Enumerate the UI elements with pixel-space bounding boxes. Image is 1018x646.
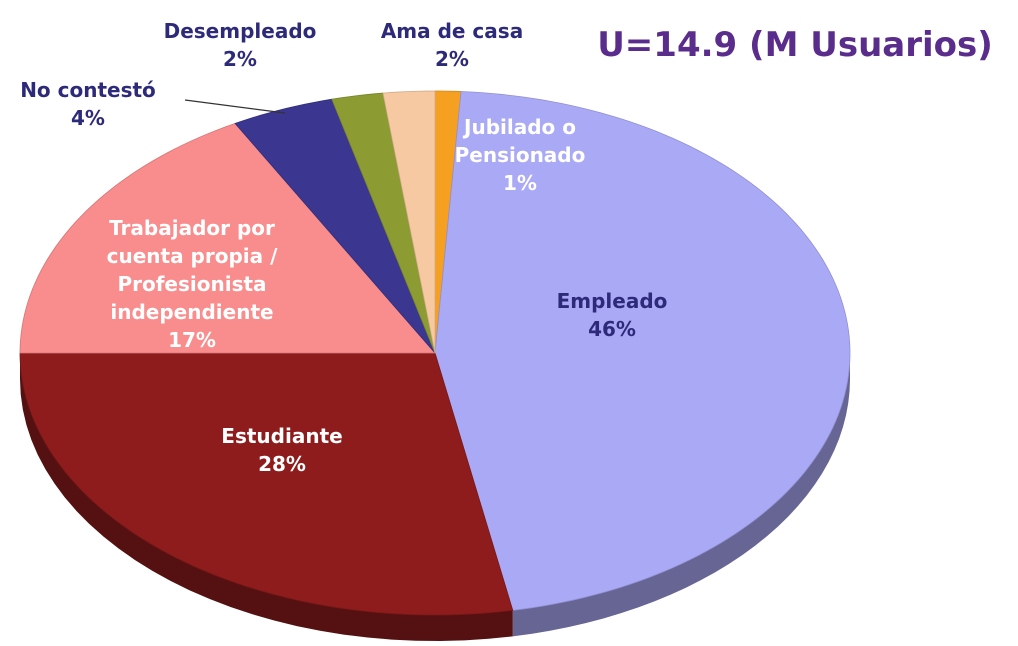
category-label: Ama de casa	[380, 19, 524, 43]
category-label: Desempleado	[163, 19, 317, 43]
value-label: 4%	[71, 106, 105, 130]
pie-slice	[434, 91, 851, 611]
pie-slice	[382, 90, 436, 354]
value-label: 2%	[435, 47, 469, 71]
pie-slice	[19, 122, 436, 354]
category-label: Empleado	[556, 289, 668, 313]
slice-label: Empleado 46%	[512, 287, 712, 343]
pie-slice	[19, 352, 514, 616]
chart-title: U=14.9 (M Usuarios)	[597, 25, 993, 65]
leader-line	[184, 99, 286, 114]
value-label: 46%	[588, 317, 636, 341]
pie-slice	[331, 92, 436, 354]
slice-side	[512, 353, 850, 637]
slice-label: Ama de casa 2%	[342, 17, 562, 73]
slice-label: Desempleado 2%	[130, 17, 350, 73]
pie-slice	[234, 98, 436, 354]
value-label: 28%	[258, 452, 306, 476]
slice-label: Estudiante 28%	[182, 422, 382, 478]
slice-label: Trabajador por cuenta propia / Profesion…	[77, 214, 307, 354]
slice-label: No contestó 4%	[0, 76, 188, 132]
category-label: Estudiante	[221, 424, 343, 448]
value-label: 17%	[168, 328, 216, 352]
value-label: 1%	[503, 171, 537, 195]
value-label: 2%	[223, 47, 257, 71]
category-label: Jubilado o Pensionado	[454, 115, 586, 167]
slice-label: Jubilado o Pensionado 1%	[420, 113, 620, 197]
category-label: Trabajador por cuenta propia / Profesion…	[106, 216, 278, 324]
category-label: No contestó	[20, 78, 156, 102]
